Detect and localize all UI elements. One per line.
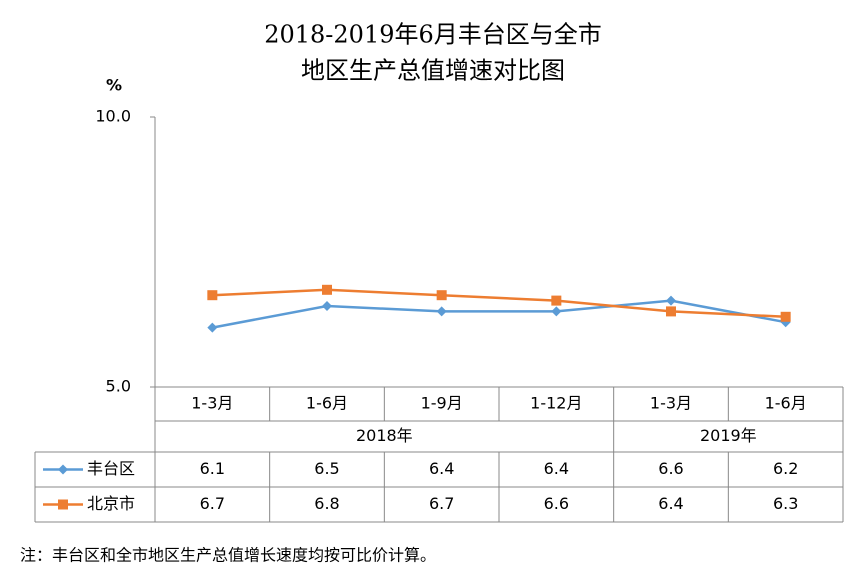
x-tick-label: 1-6月: [765, 394, 807, 413]
marker: [551, 306, 562, 317]
legend-marker: [58, 464, 68, 475]
table-value: 6.3: [773, 494, 798, 513]
series-line: [212, 288, 786, 319]
legend-label: 丰台区: [87, 459, 135, 478]
table-value: 6.7: [200, 494, 225, 513]
y-axis-label: %: [106, 76, 122, 95]
group-label: 2018年: [356, 426, 413, 445]
table-value: 6.4: [658, 494, 683, 513]
legend-marker: [58, 499, 68, 510]
marker: [207, 322, 218, 333]
table-value: 6.8: [314, 494, 339, 513]
table-value: 6.2: [773, 459, 798, 478]
y-tick-label: 10.0: [95, 107, 131, 126]
group-label: 2019年: [700, 426, 757, 445]
table-value: 6.7: [429, 494, 454, 513]
marker: [666, 306, 676, 317]
table-value: 6.4: [544, 459, 569, 478]
table-value: 6.1: [200, 459, 225, 478]
table-value: 6.4: [429, 459, 454, 478]
marker: [322, 284, 332, 295]
x-tick-label: 1-12月: [530, 394, 582, 413]
marker: [207, 290, 218, 301]
table-value: 6.6: [658, 459, 683, 478]
x-tick-label: 1-3月: [191, 394, 233, 413]
y-tick-label: 5.0: [106, 377, 131, 396]
table-value: 6.5: [314, 459, 339, 478]
marker: [436, 306, 447, 317]
chart-subtitle: 地区生产总值增速对比图: [301, 57, 565, 85]
x-tick-label: 1-6月: [306, 394, 348, 413]
marker: [666, 295, 676, 306]
table-value: 6.6: [544, 494, 569, 513]
marker: [780, 311, 791, 322]
marker: [551, 295, 562, 306]
x-tick-label: 1-3月: [650, 394, 692, 413]
note: 注：丰台区和全市地区生产总值增长速度均按可比价计算。: [20, 546, 436, 565]
series-line: [212, 299, 786, 329]
legend-label: 北京市: [87, 494, 135, 513]
x-tick-label: 1-9月: [421, 394, 463, 413]
chart-title: 2018-2019年6月丰台区与全市: [264, 21, 602, 49]
marker: [436, 290, 447, 301]
marker: [322, 301, 332, 311]
